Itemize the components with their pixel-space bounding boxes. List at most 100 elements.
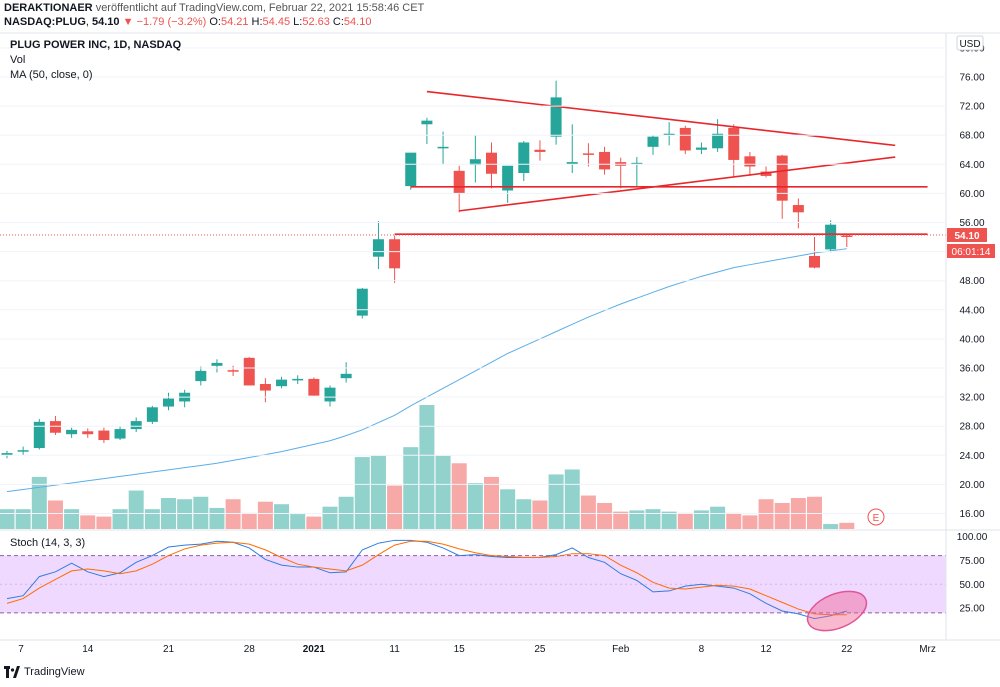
earnings-marker[interactable] bbox=[867, 508, 885, 526]
volume-bar bbox=[661, 511, 677, 529]
candle[interactable] bbox=[679, 125, 691, 155]
time-axis[interactable]: 7 14 21 28 2021 11 15 25 Feb 8 12 22 Mrz bbox=[18, 644, 936, 655]
candle[interactable] bbox=[825, 220, 837, 253]
candle[interactable] bbox=[809, 237, 820, 269]
candle[interactable] bbox=[195, 366, 207, 386]
candle[interactable] bbox=[518, 141, 530, 182]
candle-body bbox=[405, 152, 417, 187]
time-tick: 7 bbox=[18, 644, 24, 655]
countdown-tag bbox=[947, 244, 995, 258]
candle[interactable] bbox=[695, 142, 707, 155]
time-tick: 12 bbox=[760, 644, 772, 655]
candle-body bbox=[130, 421, 142, 430]
candle[interactable] bbox=[502, 165, 514, 203]
footer-brand[interactable]: TradingView bbox=[24, 666, 85, 678]
candle[interactable] bbox=[17, 446, 29, 456]
candle[interactable] bbox=[340, 362, 352, 383]
volume-bar bbox=[742, 515, 758, 529]
volume-bar bbox=[274, 504, 290, 529]
currency-box[interactable] bbox=[956, 35, 984, 51]
candle[interactable] bbox=[292, 375, 304, 385]
candle[interactable] bbox=[49, 416, 61, 435]
candle[interactable] bbox=[372, 221, 384, 270]
author-name[interactable]: DERAKTIONAER bbox=[4, 2, 93, 14]
candle[interactable] bbox=[631, 157, 643, 187]
price-tick: 68.00 bbox=[959, 131, 984, 142]
highlight-ellipse[interactable] bbox=[802, 584, 872, 639]
candle[interactable] bbox=[405, 152, 417, 190]
time-tick: 15 bbox=[454, 644, 466, 655]
low-label: L: bbox=[293, 16, 303, 28]
time-tick: 8 bbox=[699, 644, 705, 655]
legend-ma[interactable]: MA (50, close, 0) bbox=[10, 69, 93, 81]
price-axis[interactable]: 80.0076.0072.0068.0064.0060.0056.0052.00… bbox=[0, 43, 988, 615]
volume-bar bbox=[96, 516, 112, 529]
candle[interactable] bbox=[486, 142, 497, 189]
price-tick: 40.00 bbox=[959, 334, 984, 345]
price-change: ▼ −1.79 (−3.2%) bbox=[122, 16, 207, 28]
chart-legend: PLUG POWER INC, 1D, NASDAQ Vol MA (50, c… bbox=[10, 38, 181, 83]
candle[interactable] bbox=[534, 140, 546, 161]
candle-body bbox=[486, 152, 497, 174]
volume-bar bbox=[451, 463, 467, 529]
candle-body bbox=[211, 362, 223, 366]
volume-bar bbox=[500, 489, 516, 529]
candle-body bbox=[82, 431, 94, 435]
candle[interactable] bbox=[728, 124, 740, 177]
candle[interactable] bbox=[469, 135, 481, 183]
candle[interactable] bbox=[259, 378, 271, 403]
candle[interactable] bbox=[389, 235, 401, 283]
price-tick: 32.00 bbox=[959, 393, 984, 404]
candle[interactable] bbox=[1, 450, 13, 459]
volume-bar bbox=[597, 502, 613, 529]
candle[interactable] bbox=[130, 417, 142, 433]
candle[interactable] bbox=[66, 427, 78, 438]
volume-bar bbox=[484, 476, 499, 529]
price-tick: 44.00 bbox=[959, 305, 984, 316]
candles[interactable] bbox=[1, 80, 853, 459]
trendline[interactable] bbox=[426, 90, 896, 147]
stoch-legend[interactable]: Stoch (14, 3, 3) bbox=[10, 537, 86, 549]
volume-bar bbox=[726, 512, 742, 529]
stoch-d-line bbox=[6, 540, 847, 616]
candle[interactable] bbox=[356, 287, 368, 319]
candle[interactable] bbox=[163, 392, 174, 411]
candle[interactable] bbox=[663, 122, 675, 146]
candle[interactable] bbox=[243, 357, 255, 386]
candle[interactable] bbox=[841, 233, 853, 248]
candle[interactable] bbox=[276, 376, 288, 389]
volume-bar bbox=[112, 509, 128, 529]
candle[interactable] bbox=[582, 143, 594, 167]
candle[interactable] bbox=[453, 165, 465, 213]
legend-volume[interactable]: Vol bbox=[10, 54, 26, 66]
candle[interactable] bbox=[179, 389, 191, 408]
candle[interactable] bbox=[792, 198, 804, 229]
volume-bar bbox=[241, 512, 257, 529]
candle[interactable] bbox=[421, 117, 433, 144]
candle[interactable] bbox=[227, 365, 239, 377]
candle[interactable] bbox=[211, 359, 223, 373]
candle[interactable] bbox=[146, 405, 158, 425]
candle[interactable] bbox=[98, 427, 110, 443]
trendlines[interactable] bbox=[394, 90, 928, 235]
stoch-tick: 25.00 bbox=[959, 604, 984, 615]
candle[interactable] bbox=[82, 428, 94, 438]
candle[interactable] bbox=[615, 157, 627, 189]
trendline[interactable] bbox=[459, 156, 896, 212]
candle-body bbox=[453, 170, 465, 194]
candle[interactable] bbox=[33, 418, 45, 450]
candle[interactable] bbox=[324, 385, 336, 407]
candle[interactable] bbox=[647, 135, 659, 155]
candle[interactable] bbox=[308, 377, 320, 396]
candle-body bbox=[534, 149, 546, 152]
volume-bar bbox=[693, 510, 709, 529]
candle[interactable] bbox=[437, 131, 449, 165]
candle[interactable] bbox=[599, 146, 611, 175]
candle[interactable] bbox=[114, 426, 126, 441]
currency-label: USD bbox=[959, 39, 980, 50]
open-value: 54.21 bbox=[220, 16, 249, 28]
high-value: 54.45 bbox=[262, 16, 291, 28]
candle[interactable] bbox=[550, 80, 562, 145]
candle[interactable] bbox=[566, 124, 578, 174]
